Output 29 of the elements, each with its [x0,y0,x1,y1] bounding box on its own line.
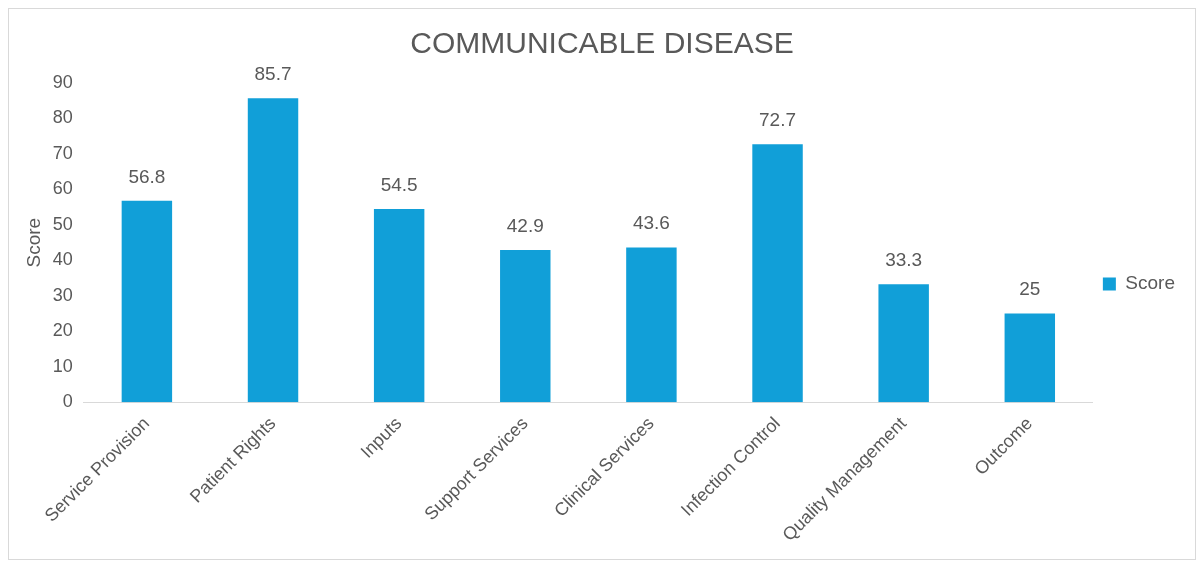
y-tick-label: 70 [52,142,73,163]
bar [373,208,425,403]
data-label: 56.8 [128,165,166,187]
bar [121,200,173,403]
data-label: 25 [1019,278,1041,300]
bar [626,247,677,403]
legend-label: Score [1125,272,1176,294]
chart-title: COMMUNICABLE DISEASE [410,26,794,60]
y-tick-label: 30 [52,284,73,305]
y-axis-title: Score [22,217,44,268]
y-tick-label: 50 [52,213,73,234]
bar [878,284,929,403]
y-tick-label: 90 [52,71,73,92]
data-label: 33.3 [885,248,923,270]
data-label: 85.7 [254,62,292,84]
bar [1004,313,1056,403]
y-tick-label: 40 [52,249,73,270]
data-label: 42.9 [506,214,544,236]
bar [500,250,551,403]
y-tick-label: 0 [62,391,73,412]
data-label: 43.6 [632,212,670,234]
data-label: 72.7 [759,109,797,131]
bar [752,144,803,403]
y-tick-label: 20 [52,320,73,341]
bar [247,98,299,403]
y-tick-label: 60 [52,178,73,199]
y-tick-label: 80 [52,107,73,128]
data-label: 54.5 [380,173,418,195]
y-tick-label: 10 [52,355,73,376]
